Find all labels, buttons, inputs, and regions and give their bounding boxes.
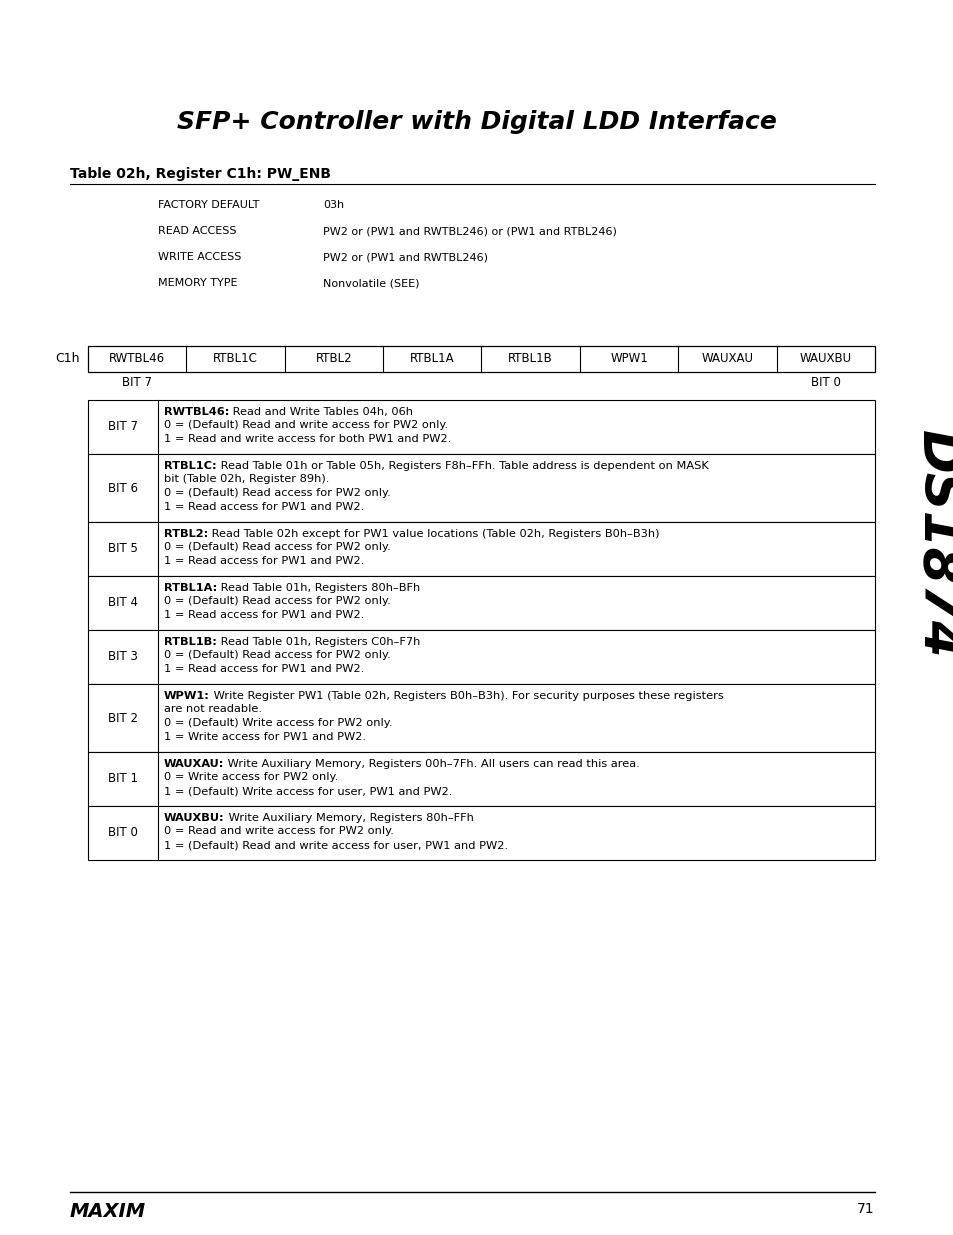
Text: RTBL1B:: RTBL1B: [164,637,216,647]
Text: WAUXAU:: WAUXAU: [164,760,224,769]
Text: RWTBL46: RWTBL46 [109,352,165,366]
Text: BIT 7: BIT 7 [108,420,138,433]
Text: Read Table 01h, Registers C0h–F7h: Read Table 01h, Registers C0h–F7h [216,637,420,647]
Text: Write Auxiliary Memory, Registers 00h–7Fh. All users can read this area.: Write Auxiliary Memory, Registers 00h–7F… [224,760,639,769]
Text: 03h: 03h [323,200,344,210]
Text: WRITE ACCESS: WRITE ACCESS [158,252,241,262]
Text: DS1874: DS1874 [911,430,953,658]
Text: 1 = (Default) Read and write access for user, PW1 and PW2.: 1 = (Default) Read and write access for … [164,840,507,850]
Bar [88,400,874,454]
Text: Table 02h, Register C1h: PW_ENB: Table 02h, Register C1h: PW_ENB [70,167,331,182]
Text: 1 = Read access for PW1 and PW2.: 1 = Read access for PW1 and PW2. [164,664,364,674]
Text: Write Auxiliary Memory, Registers 80h–FFh: Write Auxiliary Memory, Registers 80h–FF… [224,813,473,823]
Bar [88,346,874,372]
Text: 1 = Read access for PW1 and PW2.: 1 = Read access for PW1 and PW2. [164,556,364,566]
Text: BIT 1: BIT 1 [108,773,138,785]
Text: 0 = (Default) Read access for PW2 only.: 0 = (Default) Read access for PW2 only. [164,597,391,606]
Text: FACTORY DEFAULT: FACTORY DEFAULT [158,200,259,210]
Text: 71: 71 [857,1202,874,1216]
Bar [88,576,874,630]
Text: MAXIM: MAXIM [70,1202,146,1221]
Text: BIT 3: BIT 3 [108,651,138,663]
Text: 0 = (Default) Write access for PW2 only.: 0 = (Default) Write access for PW2 only. [164,718,392,727]
Text: 0 = (Default) Read access for PW2 only.: 0 = (Default) Read access for PW2 only. [164,651,391,661]
Text: PW2 or (PW1 and RWTBL246) or (PW1 and RTBL246): PW2 or (PW1 and RWTBL246) or (PW1 and RT… [323,226,617,236]
Text: RTBL1C: RTBL1C [213,352,257,366]
Text: 0 = (Default) Read access for PW2 only.: 0 = (Default) Read access for PW2 only. [164,542,391,552]
Text: Read Table 01h or Table 05h, Registers F8h–FFh. Table address is dependent on MA: Read Table 01h or Table 05h, Registers F… [216,461,708,471]
Text: 1 = Read access for PW1 and PW2.: 1 = Read access for PW1 and PW2. [164,610,364,620]
Text: RTBL1B: RTBL1B [508,352,553,366]
Text: 0 = Write access for PW2 only.: 0 = Write access for PW2 only. [164,773,338,783]
Text: 0 = (Default) Read and write access for PW2 only.: 0 = (Default) Read and write access for … [164,420,448,431]
Text: WAUXAU: WAUXAU [700,352,753,366]
Text: Write Register PW1 (Table 02h, Registers B0h–B3h). For security purposes these r: Write Register PW1 (Table 02h, Registers… [210,692,723,701]
Text: Read and Write Tables 04h, 06h: Read and Write Tables 04h, 06h [229,408,413,417]
Text: RTBL1A: RTBL1A [410,352,455,366]
Text: BIT 4: BIT 4 [108,597,138,610]
Bar [88,752,874,806]
Text: BIT 7: BIT 7 [122,375,152,389]
Text: 1 = Read access for PW1 and PW2.: 1 = Read access for PW1 and PW2. [164,501,364,511]
Text: RTBL2:: RTBL2: [164,529,208,538]
Text: bit (Table 02h, Register 89h).: bit (Table 02h, Register 89h). [164,474,329,484]
Text: MEMORY TYPE: MEMORY TYPE [158,278,237,288]
Text: RWTBL46:: RWTBL46: [164,408,229,417]
Text: 0 = (Default) Read access for PW2 only.: 0 = (Default) Read access for PW2 only. [164,488,391,498]
Bar [88,454,874,522]
Text: C1h: C1h [55,352,80,366]
Text: 1 = (Default) Write access for user, PW1 and PW2.: 1 = (Default) Write access for user, PW1… [164,785,452,797]
Text: RTBL1A:: RTBL1A: [164,583,217,593]
Text: RTBL1C:: RTBL1C: [164,461,216,471]
Text: RTBL2: RTBL2 [315,352,352,366]
Text: PW2 or (PW1 and RWTBL246): PW2 or (PW1 and RWTBL246) [323,252,488,262]
Text: SFP+ Controller with Digital LDD Interface: SFP+ Controller with Digital LDD Interfa… [177,110,776,135]
Bar [88,522,874,576]
Text: WPW1:: WPW1: [164,692,210,701]
Text: WAUXBU: WAUXBU [799,352,851,366]
Text: WPW1: WPW1 [610,352,647,366]
Text: 1 = Read and write access for both PW1 and PW2.: 1 = Read and write access for both PW1 a… [164,433,451,445]
Text: BIT 6: BIT 6 [108,482,138,494]
Bar [88,806,874,860]
Bar [88,684,874,752]
Text: Nonvolatile (SEE): Nonvolatile (SEE) [323,278,419,288]
Text: are not readable.: are not readable. [164,704,262,715]
Text: BIT 2: BIT 2 [108,711,138,725]
Text: 1 = Write access for PW1 and PW2.: 1 = Write access for PW1 and PW2. [164,731,366,741]
Bar [88,630,874,684]
Text: 0 = Read and write access for PW2 only.: 0 = Read and write access for PW2 only. [164,826,394,836]
Text: WAUXBU:: WAUXBU: [164,813,224,823]
Text: READ ACCESS: READ ACCESS [158,226,236,236]
Text: BIT 0: BIT 0 [108,826,138,840]
Text: BIT 5: BIT 5 [108,542,138,556]
Text: BIT 0: BIT 0 [810,375,840,389]
Text: Read Table 02h except for PW1 value locations (Table 02h, Registers B0h–B3h): Read Table 02h except for PW1 value loca… [208,529,659,538]
Text: Read Table 01h, Registers 80h–BFh: Read Table 01h, Registers 80h–BFh [217,583,420,593]
